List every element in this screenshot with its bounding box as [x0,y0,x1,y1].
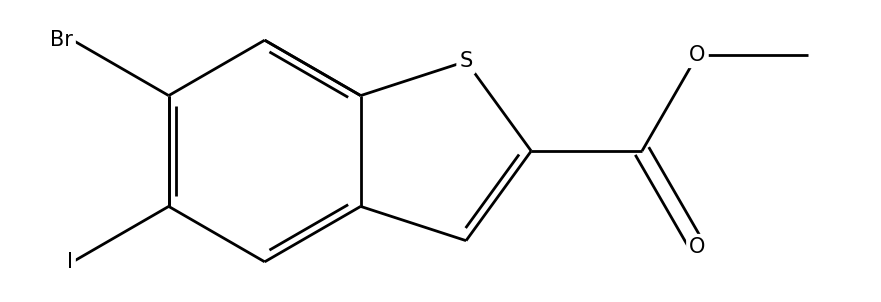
Text: S: S [459,51,473,71]
Text: O: O [689,237,706,257]
Text: O: O [689,45,706,65]
Text: Br: Br [50,30,73,50]
Text: I: I [67,252,73,272]
